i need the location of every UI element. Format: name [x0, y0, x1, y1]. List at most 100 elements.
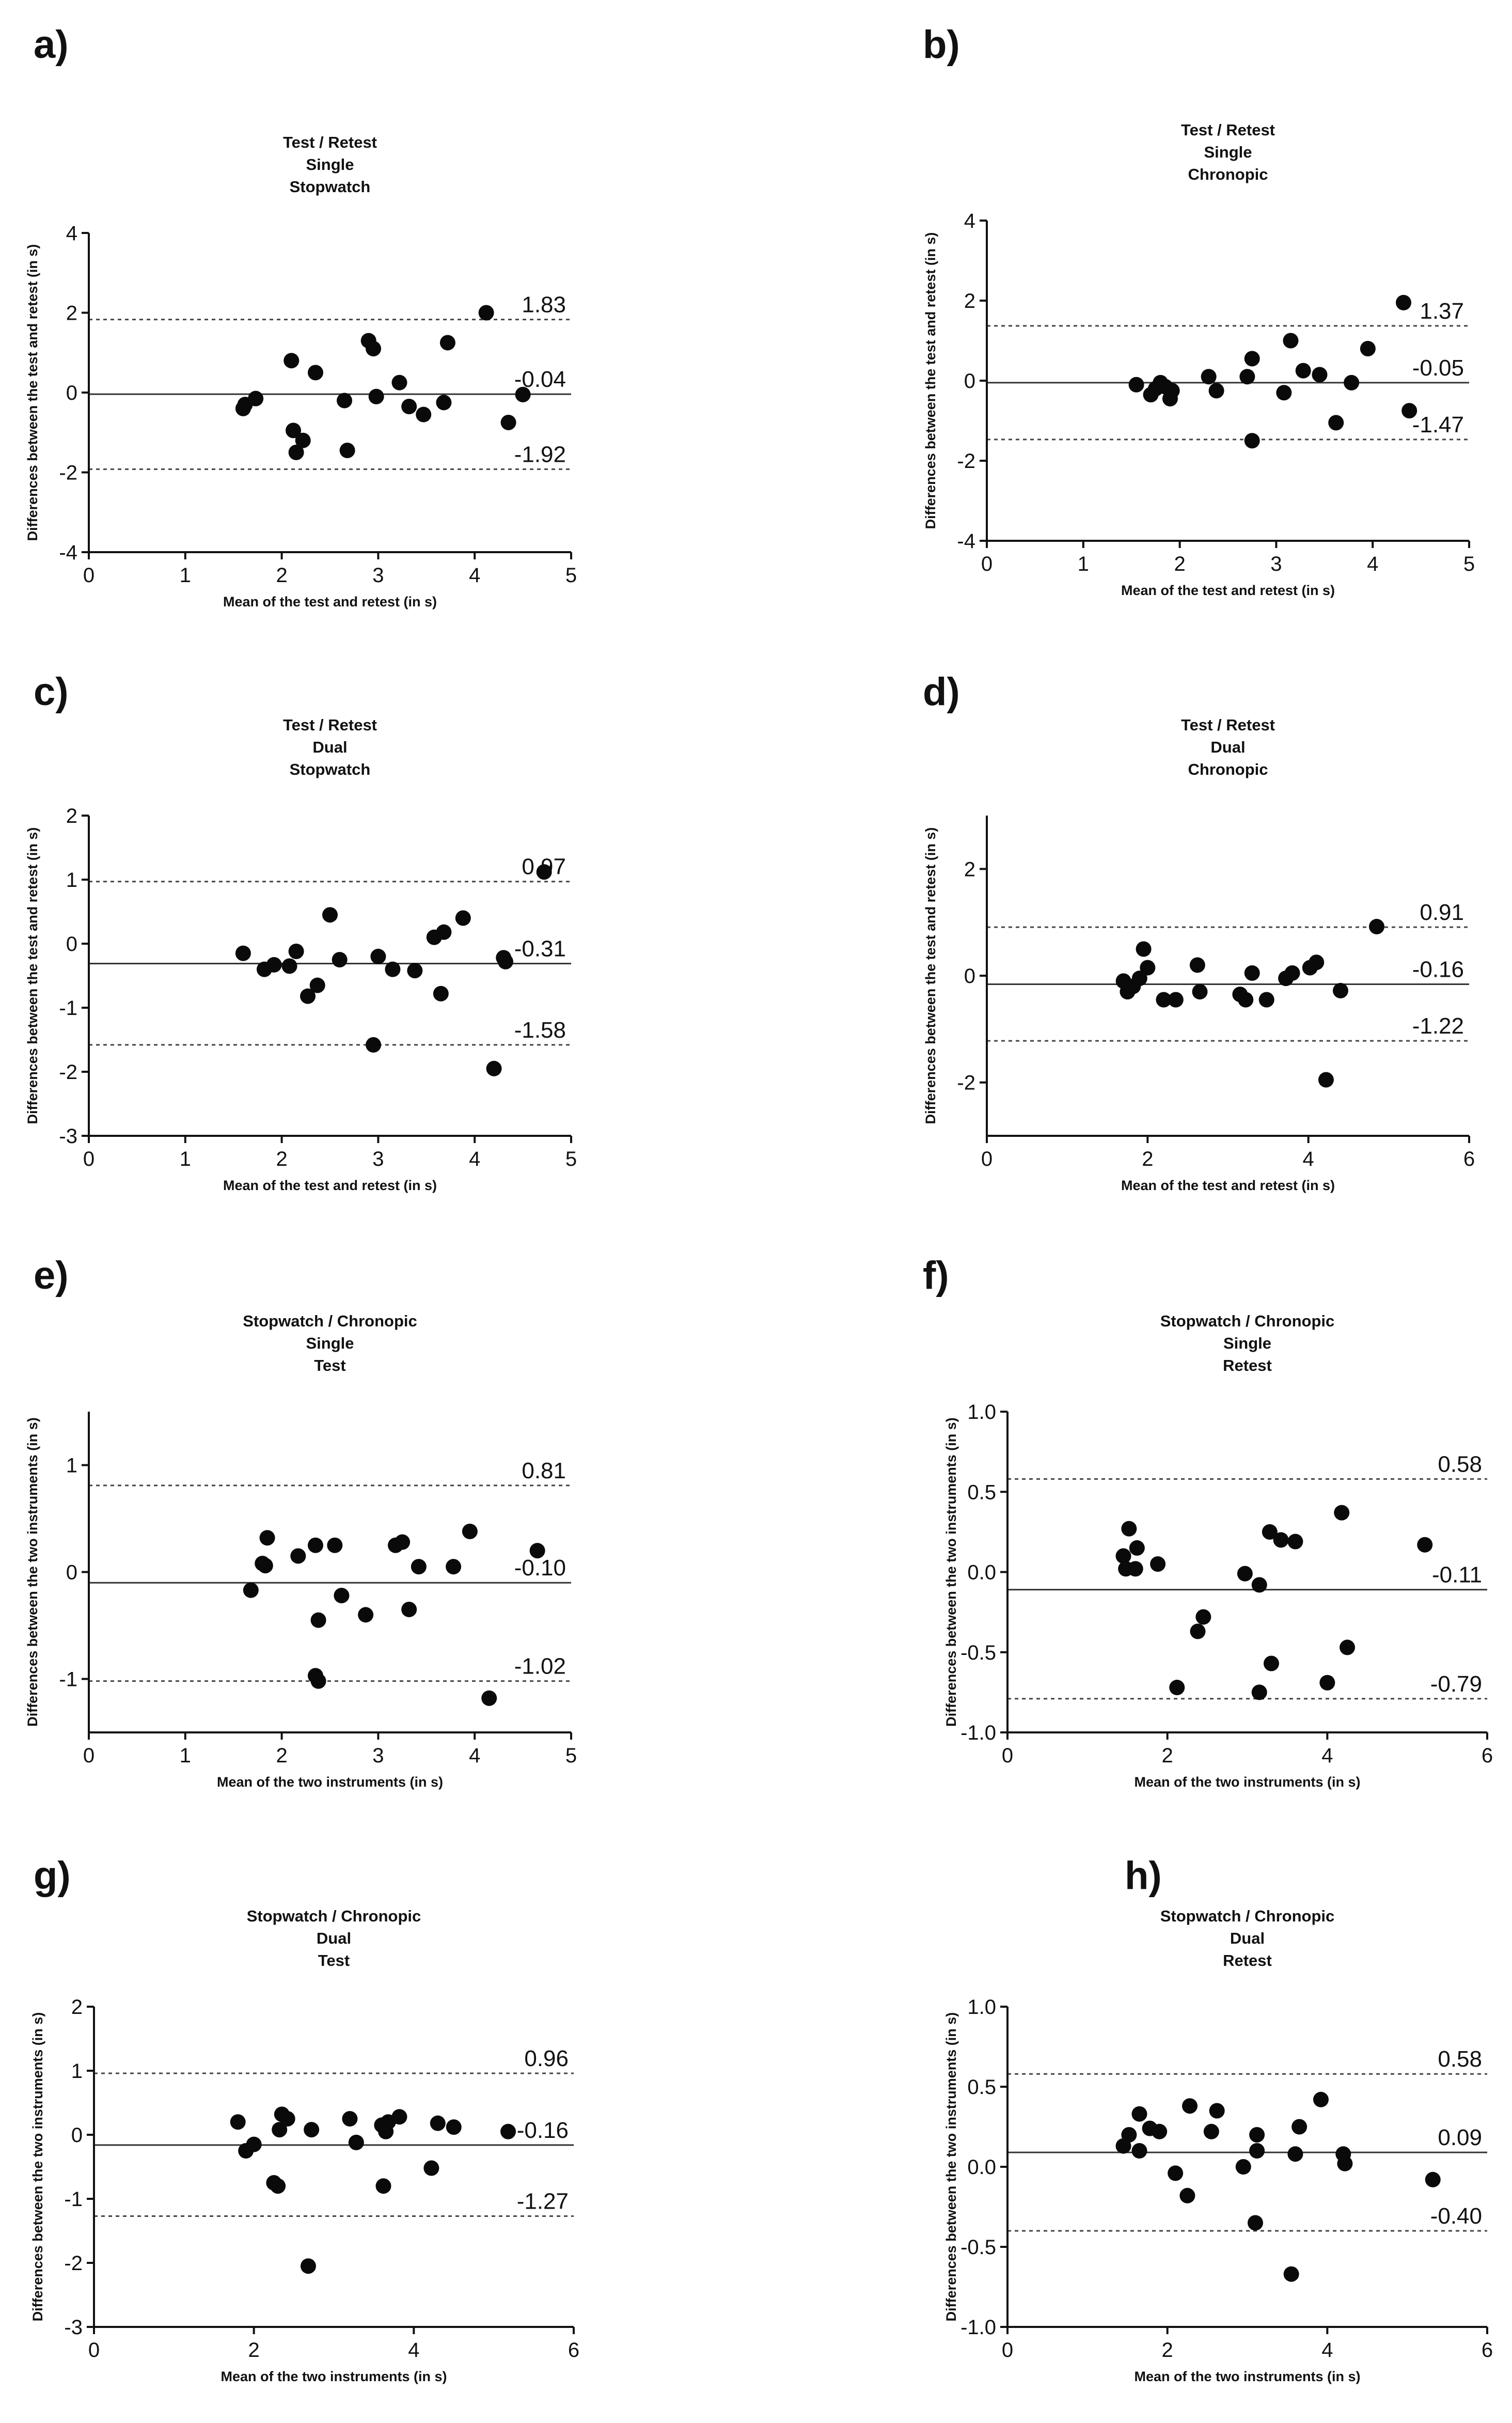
- y-tick-label: 1.0: [967, 1401, 996, 1424]
- data-point: [307, 1537, 323, 1553]
- x-tick-label: 2: [1174, 553, 1185, 575]
- data-point: [1244, 433, 1260, 449]
- y-axis-label: Differences between the two instruments …: [943, 2012, 959, 2322]
- data-point: [1164, 383, 1180, 399]
- panel-title-line: Stopwatch / Chronopic: [243, 1312, 417, 1330]
- x-tick-label: 5: [565, 564, 577, 587]
- data-point: [391, 374, 407, 390]
- data-point: [246, 2136, 262, 2152]
- data-point: [272, 2122, 288, 2138]
- data-point: [1179, 2187, 1195, 2203]
- y-tick-label: -3: [64, 2316, 83, 2339]
- x-tick-label: 0: [83, 1744, 94, 1767]
- x-tick-label: 0: [981, 1148, 993, 1170]
- data-point: [279, 2111, 295, 2127]
- data-point: [1344, 374, 1360, 390]
- data-point: [1168, 2165, 1184, 2181]
- x-tick-label: 0: [1002, 1744, 1013, 1767]
- panel-letter: c): [34, 670, 69, 714]
- lower-limit-label: -1.27: [517, 2188, 569, 2214]
- panel-title-line: Stopwatch: [290, 760, 371, 778]
- y-tick-label: -1: [59, 997, 77, 1020]
- data-point: [529, 1543, 545, 1559]
- upper-limit-label: 1.37: [1420, 299, 1464, 324]
- data-point: [284, 353, 300, 369]
- x-tick-label: 4: [469, 564, 480, 587]
- panel-title-line: Single: [1223, 1334, 1271, 1352]
- data-point: [243, 1582, 259, 1598]
- data-point: [1318, 1072, 1334, 1088]
- mean-bias-label: -0.10: [514, 1555, 566, 1581]
- data-point: [1131, 2143, 1147, 2159]
- data-point: [1276, 385, 1292, 401]
- data-point: [339, 443, 355, 459]
- data-point: [500, 2123, 516, 2139]
- x-tick-label: 4: [1321, 2339, 1333, 2362]
- data-point: [385, 961, 401, 977]
- panel-title-line: Test: [318, 1951, 350, 1969]
- data-point: [1128, 377, 1144, 393]
- panel-title-line: Stopwatch / Chronopic: [1160, 1907, 1335, 1925]
- y-tick-label: -2: [59, 1061, 77, 1084]
- data-point: [358, 1607, 374, 1623]
- y-tick-label: 0: [964, 965, 975, 988]
- x-tick-label: 4: [1321, 1744, 1333, 1767]
- y-tick-label: 1: [71, 2060, 83, 2083]
- data-point: [1287, 2146, 1303, 2162]
- panel-title-line: Retest: [1223, 1951, 1272, 1969]
- y-tick-label: -2: [957, 1072, 975, 1095]
- y-axis-label: Differences between the test and retest …: [923, 827, 938, 1124]
- data-point: [416, 407, 432, 423]
- x-tick-label: 4: [1367, 553, 1378, 575]
- y-tick-label: 2: [964, 290, 975, 312]
- lower-limit-label: -0.40: [1430, 2203, 1482, 2229]
- data-point: [1150, 1556, 1166, 1572]
- data-point: [1152, 2123, 1168, 2139]
- panel-b: b) Test / Retest Single Chronopic 1.37 -0.05 -…: [923, 23, 1475, 598]
- y-tick-label: 0.0: [967, 1561, 996, 1584]
- y-axis-label: Differences between the test and retest …: [923, 232, 938, 529]
- data-point: [455, 910, 471, 926]
- data-point: [1263, 1655, 1279, 1671]
- panel-title-line: Test / Retest: [1181, 121, 1275, 139]
- y-tick-label: 2: [66, 805, 77, 827]
- x-tick-label: 4: [469, 1744, 480, 1767]
- mean-bias-label: -0.11: [1432, 1562, 1482, 1588]
- data-point: [1169, 1680, 1185, 1696]
- panel-title-line: Retest: [1223, 1356, 1272, 1374]
- mean-bias-label: -0.16: [517, 2118, 569, 2143]
- panel-title-line: Dual: [1230, 1929, 1265, 1947]
- data-point: [1340, 1639, 1356, 1655]
- y-tick-label: -1.0: [960, 1722, 996, 1744]
- panel-d: d) Test / Retest Dual Chronopic 0.91 -0.16 -1.…: [923, 670, 1475, 1193]
- data-point: [411, 1559, 427, 1575]
- data-point: [1287, 1534, 1303, 1550]
- data-point: [1208, 383, 1224, 399]
- data-point: [1328, 415, 1344, 431]
- data-point: [401, 1601, 417, 1617]
- mean-bias-label: -0.16: [1412, 957, 1464, 982]
- x-tick-label: 2: [276, 564, 287, 587]
- data-point: [439, 335, 455, 351]
- data-point: [1168, 992, 1184, 1008]
- x-tick-label: 0: [981, 553, 993, 575]
- panel-title-line: Test / Retest: [283, 133, 377, 151]
- x-axis-label: Mean of the test and retest (in s): [1121, 1178, 1335, 1193]
- data-point: [391, 2109, 407, 2125]
- data-point: [288, 943, 304, 959]
- upper-limit-label: 0.58: [1438, 1451, 1482, 1477]
- x-tick-label: 2: [1162, 2339, 1173, 2362]
- y-tick-label: 0: [66, 933, 77, 956]
- x-axis-label: Mean of the test and retest (in s): [223, 1178, 437, 1193]
- data-point: [1334, 1505, 1350, 1521]
- data-point: [436, 395, 452, 411]
- data-point: [1332, 982, 1348, 998]
- y-axis-label: Differences between the two instruments …: [25, 1417, 40, 1727]
- data-point: [300, 2258, 316, 2274]
- y-tick-label: 0.0: [967, 2156, 996, 2179]
- data-point: [1195, 1609, 1211, 1625]
- data-point: [1121, 2127, 1137, 2143]
- data-point: [310, 1673, 326, 1689]
- data-point: [1295, 363, 1311, 379]
- lower-limit-label: -1.22: [1412, 1013, 1464, 1039]
